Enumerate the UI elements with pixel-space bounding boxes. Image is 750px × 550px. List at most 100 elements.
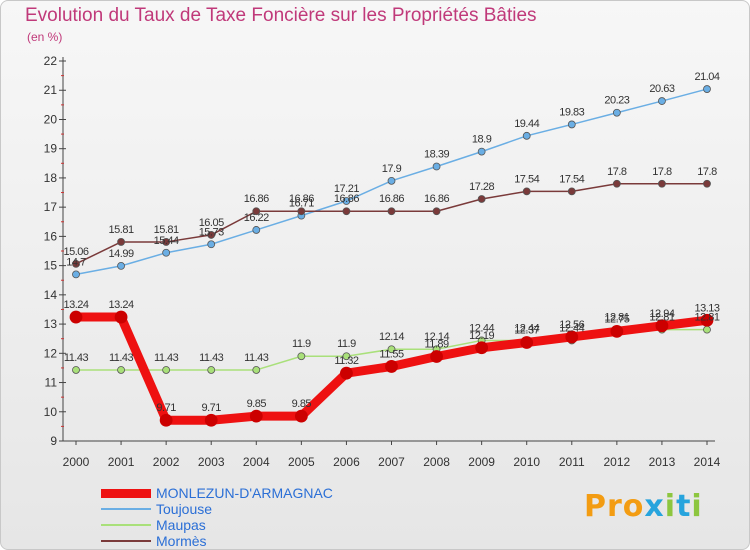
- data-label: 11.43: [154, 352, 179, 364]
- chart-title: Evolution du Taux de Taxe Foncière sur l…: [25, 5, 537, 26]
- logo-letter: P: [584, 489, 607, 524]
- data-label: 15.44: [154, 235, 179, 247]
- data-point: [700, 313, 714, 327]
- logo-letter: i: [664, 489, 677, 524]
- data-point: [703, 179, 711, 188]
- y-tick-label: 9: [50, 434, 57, 448]
- data-point: [162, 366, 171, 374]
- data-label: 16.71: [289, 198, 314, 210]
- data-label: 19.44: [514, 118, 539, 130]
- data-label: 12.81: [649, 312, 674, 324]
- data-point: [522, 187, 531, 196]
- y-tick-label: 18: [44, 171, 58, 185]
- data-label: 17.8: [607, 166, 627, 178]
- logo-letter: i: [691, 489, 703, 524]
- data-point: [69, 310, 83, 324]
- data-label: 15.73: [199, 226, 224, 238]
- legend-swatch: [101, 488, 151, 498]
- data-label: 11.9: [337, 338, 356, 350]
- data-label: 15.81: [154, 224, 179, 236]
- y-tick-label: 15: [44, 259, 58, 273]
- data-point: [475, 341, 489, 355]
- data-point: [252, 207, 261, 216]
- data-point: [117, 262, 125, 270]
- chart-subtitle: (en %): [27, 30, 63, 44]
- legend-swatch: [101, 540, 151, 542]
- data-label: 19.83: [559, 106, 584, 118]
- data-label: 16.22: [244, 212, 269, 224]
- data-label: 11.43: [244, 352, 269, 364]
- data-point: [72, 259, 80, 268]
- data-point: [117, 366, 125, 374]
- data-point: [522, 131, 531, 140]
- data-point: [162, 248, 171, 257]
- data-label: 12.14: [424, 331, 449, 343]
- data-point: [430, 350, 443, 363]
- data-point: [342, 207, 351, 216]
- data-point: [567, 187, 576, 196]
- data-point: [159, 413, 173, 427]
- proxiti-logo: Proxiti: [584, 489, 703, 524]
- data-label: 16.05: [199, 217, 224, 229]
- data-point: [477, 195, 486, 203]
- x-tick-label: 2002: [153, 455, 180, 469]
- y-tick-label: 10: [44, 405, 58, 419]
- data-point: [297, 352, 306, 361]
- legend-label: Toujouse: [156, 501, 213, 517]
- data-label: 13.24: [109, 299, 134, 311]
- data-point: [342, 352, 351, 361]
- data-point: [252, 366, 261, 374]
- data-point: [477, 147, 486, 156]
- logo-letter: t: [676, 489, 692, 524]
- y-tick-label: 16: [44, 229, 58, 243]
- data-point: [658, 97, 666, 105]
- data-label: 17.28: [469, 181, 494, 193]
- data-point: [207, 231, 216, 239]
- data-point: [703, 85, 711, 93]
- data-label: 9.71: [156, 402, 176, 414]
- data-label: 12.56: [559, 319, 584, 331]
- data-label: 15.06: [63, 246, 88, 258]
- data-point: [162, 238, 171, 246]
- data-point: [342, 197, 351, 205]
- data-point: [117, 238, 125, 246]
- data-label: 9.71: [202, 402, 222, 414]
- data-point: [610, 324, 624, 338]
- logo-letter: o: [622, 489, 645, 524]
- data-label: 12.81: [694, 312, 719, 324]
- x-tick-label: 2013: [649, 455, 676, 469]
- x-tick-label: 2007: [378, 455, 405, 469]
- data-label: 11.43: [64, 352, 89, 364]
- data-label: 16.86: [244, 193, 269, 205]
- data-label: 11.9: [292, 338, 311, 350]
- x-tick-label: 2012: [604, 455, 631, 469]
- data-label: 11.43: [199, 352, 224, 364]
- legend-label: MONLEZUN-D'ARMAGNAC: [156, 485, 333, 501]
- x-tick-label: 2005: [288, 455, 315, 469]
- data-label: 12.14: [379, 331, 404, 343]
- data-point: [703, 325, 711, 334]
- data-point: [294, 409, 308, 423]
- data-label: 12.94: [649, 308, 674, 320]
- data-point: [340, 366, 353, 380]
- data-point: [520, 336, 534, 349]
- data-label: 12.75: [604, 313, 629, 325]
- data-point: [114, 310, 128, 324]
- y-tick-label: 12: [44, 346, 58, 360]
- data-label: 17.21: [334, 183, 359, 195]
- data-label: 17.8: [652, 166, 672, 178]
- logo-letter: x: [644, 489, 665, 524]
- y-tick-label: 17: [44, 200, 58, 214]
- x-tick-label: 2009: [468, 455, 495, 469]
- data-label: 16.86: [424, 193, 449, 205]
- data-point: [387, 176, 396, 185]
- data-label: 11.43: [109, 352, 134, 364]
- data-label: 15.81: [109, 224, 134, 236]
- x-tick-label: 2003: [198, 455, 225, 469]
- legend-label: Maupas: [156, 517, 206, 533]
- x-tick-label: 2011: [559, 455, 585, 469]
- data-point: [655, 319, 669, 333]
- data-label: 12.44: [469, 322, 494, 334]
- y-tick-label: 11: [45, 376, 58, 390]
